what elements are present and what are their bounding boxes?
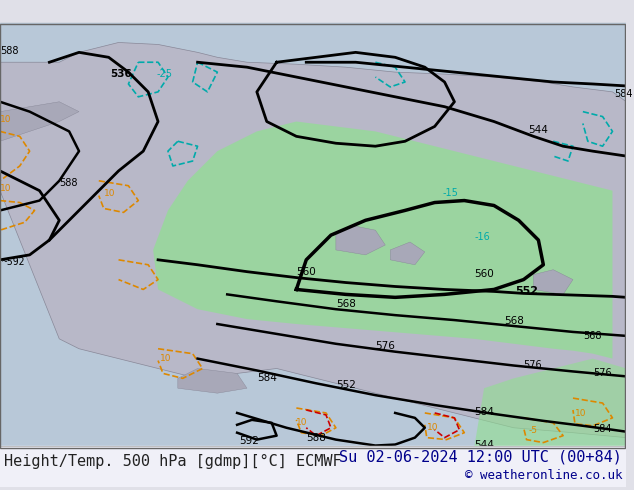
Bar (0, 23, 626, 447)
Text: -25: -25 (156, 69, 172, 79)
Text: 560: 560 (296, 267, 316, 277)
Text: 10: 10 (160, 354, 172, 363)
Text: 552: 552 (515, 286, 539, 296)
Bar (0, 445, 626, 487)
Text: 592: 592 (239, 436, 259, 445)
Bar (0, 23, 626, 447)
Text: 560: 560 (474, 269, 494, 279)
Text: 584: 584 (474, 407, 494, 417)
Polygon shape (336, 225, 385, 255)
Text: 544: 544 (529, 125, 548, 135)
Text: -16: -16 (474, 232, 490, 242)
Text: 584: 584 (257, 373, 276, 383)
Polygon shape (0, 43, 626, 438)
Bar (0, 24, 625, 447)
Polygon shape (533, 270, 573, 294)
Text: -15: -15 (443, 188, 458, 197)
Text: 536: 536 (111, 69, 133, 79)
Text: 584: 584 (614, 89, 633, 99)
Text: 10: 10 (0, 184, 11, 193)
Polygon shape (178, 368, 247, 393)
Text: -5: -5 (529, 426, 538, 435)
Text: 588: 588 (0, 47, 18, 56)
Polygon shape (153, 122, 612, 359)
Polygon shape (0, 102, 79, 141)
Text: 10: 10 (0, 115, 11, 123)
Text: 10: 10 (427, 423, 438, 432)
Text: 576: 576 (524, 361, 542, 370)
Text: 10: 10 (104, 189, 115, 197)
Text: ~592: ~592 (2, 257, 25, 267)
Text: 588: 588 (59, 178, 78, 188)
Text: 544: 544 (474, 440, 494, 449)
Text: 552: 552 (336, 380, 356, 390)
Text: Su 02-06-2024 12:00 UTC (00+84): Su 02-06-2024 12:00 UTC (00+84) (339, 450, 623, 465)
Text: 568: 568 (504, 316, 524, 326)
Text: 10: 10 (296, 418, 308, 427)
Text: 10: 10 (575, 409, 586, 418)
Text: 588: 588 (306, 433, 326, 442)
Text: 576: 576 (375, 341, 395, 351)
Text: Height/Temp. 500 hPa [gdmp][°C] ECMWF: Height/Temp. 500 hPa [gdmp][°C] ECMWF (4, 454, 342, 469)
Text: 584: 584 (593, 424, 611, 434)
Polygon shape (474, 359, 626, 447)
Text: 568: 568 (336, 299, 356, 309)
Text: 576: 576 (593, 368, 611, 378)
Text: 568: 568 (583, 331, 602, 341)
Text: © weatheronline.co.uk: © weatheronline.co.uk (465, 468, 623, 482)
Polygon shape (390, 242, 425, 265)
